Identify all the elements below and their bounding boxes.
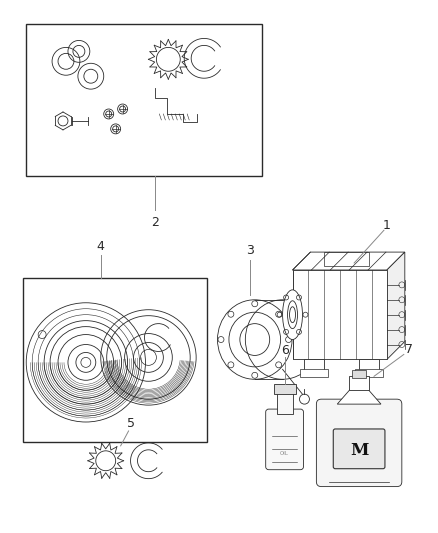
Bar xyxy=(23,278,207,442)
Ellipse shape xyxy=(218,300,292,379)
Polygon shape xyxy=(337,388,381,404)
Bar xyxy=(293,270,387,359)
Text: 5: 5 xyxy=(127,417,134,431)
Ellipse shape xyxy=(283,290,303,340)
Text: M: M xyxy=(350,442,368,459)
Bar xyxy=(352,370,366,378)
Bar xyxy=(359,359,379,373)
Text: 1: 1 xyxy=(383,219,391,232)
FancyBboxPatch shape xyxy=(333,429,385,469)
FancyBboxPatch shape xyxy=(316,399,402,487)
Bar xyxy=(324,252,369,266)
Text: 3: 3 xyxy=(246,244,254,256)
Text: 2: 2 xyxy=(152,216,159,229)
Bar xyxy=(274,384,296,394)
Bar xyxy=(26,23,262,175)
Polygon shape xyxy=(387,252,405,359)
Text: OIL: OIL xyxy=(280,451,289,456)
Bar xyxy=(355,369,383,377)
Text: 6: 6 xyxy=(281,344,289,357)
Bar xyxy=(349,376,369,390)
Text: 7: 7 xyxy=(405,343,413,356)
Text: 4: 4 xyxy=(97,240,105,253)
FancyBboxPatch shape xyxy=(266,409,304,470)
Bar xyxy=(300,369,328,377)
Bar xyxy=(277,392,293,414)
Bar xyxy=(304,359,324,373)
Polygon shape xyxy=(293,252,405,270)
